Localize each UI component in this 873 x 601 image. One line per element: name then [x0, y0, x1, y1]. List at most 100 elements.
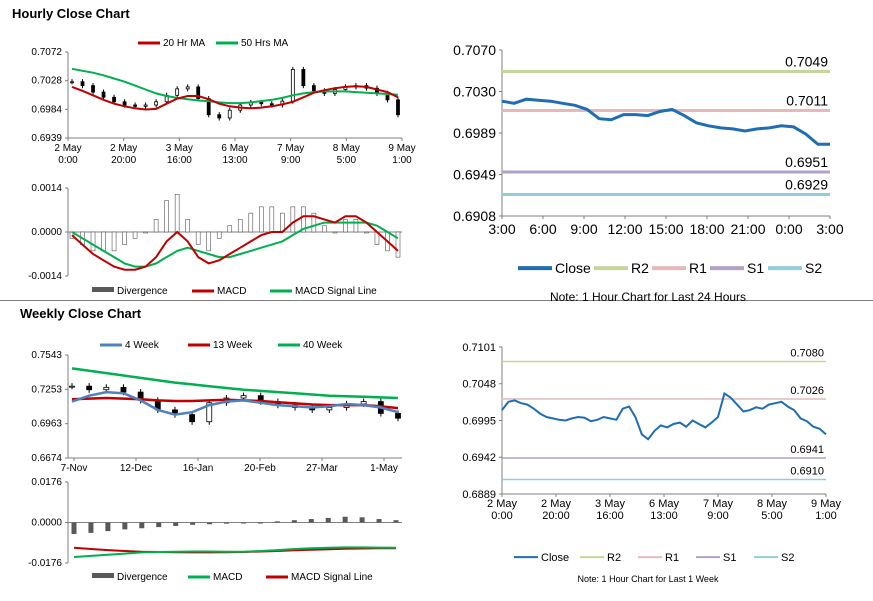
weekly-candles-ytick-label: 0.7543 [31, 350, 62, 361]
weekly-candle-body [206, 402, 213, 423]
hourly-levels-legend-close-label: Close [555, 260, 591, 276]
weekly-levels-xtick-label: 3 May [595, 498, 625, 510]
hourly-levels-xtick-label: 3:00 [488, 221, 515, 237]
weekly-divergence-bar [257, 522, 263, 524]
hourly-levels-close-line [501, 97, 830, 146]
hourly-divergence-bar [206, 231, 212, 252]
weekly-divergence-bar [190, 522, 196, 525]
hourly-candles-ytick-label: 0.6984 [31, 104, 62, 115]
hourly-candles-xtick-label: 3 May [166, 143, 193, 154]
legend-hourly-divergence-label: Divergence [117, 286, 168, 297]
weekly-levels-xtick-label: 13:00 [650, 510, 678, 522]
hourly-candles-xtick-label: 1:00 [392, 155, 412, 166]
hourly-ma50-line [71, 67, 399, 105]
hourly-ma20-line [71, 85, 399, 111]
weekly-levels-ytick-label: 0.6889 [462, 489, 496, 501]
hourly-divergence-bar [143, 231, 148, 234]
legend-ma20-label: 20 Hr MA [163, 38, 206, 49]
weekly-candles-xtick-label: 7-Nov [61, 463, 88, 474]
weekly-macd-line [73, 546, 397, 558]
weekly-divergence-bar [274, 521, 280, 523]
weekly-levels-xtick-label: 9:00 [707, 510, 728, 522]
weekly-section-title: Weekly Close Chart [20, 306, 142, 321]
weekly-levels-xtick-label: 9 May [811, 498, 841, 510]
weekly-divergence-bar [88, 522, 94, 533]
weekly-candle-body [69, 385, 75, 388]
hourly-candle-body [154, 101, 159, 106]
legend-ma50-label: 50 Hrs MA [241, 38, 289, 49]
weekly-candles-xtick-label: 20-Feb [244, 463, 276, 474]
hourly-candles-xtick-label: 6 May [221, 143, 248, 154]
hourly-levels-xtick-label: 18:00 [689, 221, 724, 237]
legend-weekly-divergence-swatch [92, 573, 114, 578]
hourly-divergence-bar [174, 193, 180, 233]
weekly-divergence-bar [393, 520, 399, 523]
weekly-levels-ytick-label: 0.6942 [462, 452, 496, 464]
weekly-levels-legend-close-label: Close [541, 552, 569, 564]
hourly-divergence-bar [195, 231, 201, 245]
weekly-levels-legend-s2-label: S2 [781, 552, 794, 564]
hourly-divergence-bar [269, 206, 275, 233]
weekly-candle-body [326, 407, 333, 411]
weekly-divergence-bar [156, 522, 162, 528]
weekly-candles-xtick-label: 27-Mar [306, 463, 338, 474]
hourly-macd-ytick-label: 0.0014 [31, 183, 62, 194]
weekly-levels-xtick-label: 1:00 [815, 510, 836, 522]
hourly-divergence-bar [364, 231, 369, 234]
hourly-divergence-bar [258, 206, 264, 233]
hourly-levels-xtick-label: 6:00 [529, 221, 556, 237]
hourly-candles-xtick-label: 20:00 [111, 155, 136, 166]
hourly-candle-body [91, 85, 95, 93]
weekly-divergence-bar [224, 522, 230, 524]
hourly-divergence-bar [164, 200, 169, 233]
weekly-divergence-bar [359, 517, 365, 523]
hourly-candle-body [112, 96, 116, 103]
hourly-divergence-bar [90, 231, 96, 252]
hourly-levels-ytick-label: 0.6949 [453, 166, 496, 182]
weekly-candles-ytick-label: 0.6963 [31, 419, 62, 430]
hourly-candle-body [80, 81, 85, 87]
legend-weekly-signal-label: MACD Signal Line [291, 572, 373, 583]
legend-weekly-divergence-label: Divergence [117, 572, 168, 583]
weekly-macd-ytick-label: 0.0176 [31, 477, 62, 488]
legend-hourly-divergence-swatch [92, 287, 114, 292]
hourly-divergence-bar [227, 225, 233, 233]
weekly-candles-xtick-label: 16-Jan [183, 463, 214, 474]
weekly-levels-legend-s1-label: S1 [723, 552, 736, 564]
hourly-candle-body [196, 86, 201, 99]
hourly-divergence-bar [311, 212, 317, 233]
weekly-levels-ytick-label: 0.6995 [462, 415, 496, 427]
hourly-divergence-bar [122, 231, 127, 245]
weekly-candle-body [360, 401, 367, 405]
weekly-candles-xtick-label: 12-Dec [120, 463, 152, 474]
hourly-divergence-bar [111, 231, 117, 252]
hourly-candle-body [175, 88, 180, 96]
hourly-levels-r1-label: 0.7011 [786, 92, 828, 108]
weekly-levels-s2-label: 0.6910 [790, 465, 824, 477]
hourly-levels-xtick-label: 21:00 [730, 221, 765, 237]
weekly-levels-ytick-label: 0.7048 [462, 379, 496, 391]
weekly-4week-line [71, 390, 399, 416]
hourly-divergence-bar [301, 206, 306, 233]
weekly-levels-xtick-label: 0:00 [491, 510, 512, 522]
hourly-levels-r2-label: 0.7049 [785, 54, 828, 70]
hourly-candle-body [227, 109, 232, 119]
weekly-divergence-bar [376, 519, 382, 523]
hourly-candles-xtick-label: 2 May [54, 143, 81, 154]
hourly-candle-body [311, 85, 316, 92]
weekly-candle-body [240, 395, 247, 399]
legend-13week-label: 13 Week [213, 340, 253, 351]
hourly-levels-legend-s1-label: S1 [747, 260, 764, 276]
hourly-candles-xtick-label: 8 May [333, 143, 360, 154]
hourly-candle-body [396, 99, 400, 116]
legend-40week-label: 40 Week [303, 340, 343, 351]
legend-4week-label: 4 Week [125, 340, 160, 351]
weekly-candle-body [86, 385, 93, 391]
weekly-divergence-bar [173, 522, 179, 526]
hourly-levels-legend-r1-label: R1 [689, 260, 707, 276]
hourly-divergence-bar [185, 219, 190, 233]
hourly-candle-body [70, 81, 74, 84]
hourly-signal-line [71, 221, 399, 268]
hourly-levels-note: Note: 1 Hour Chart for Last 24 Hours [550, 290, 746, 304]
